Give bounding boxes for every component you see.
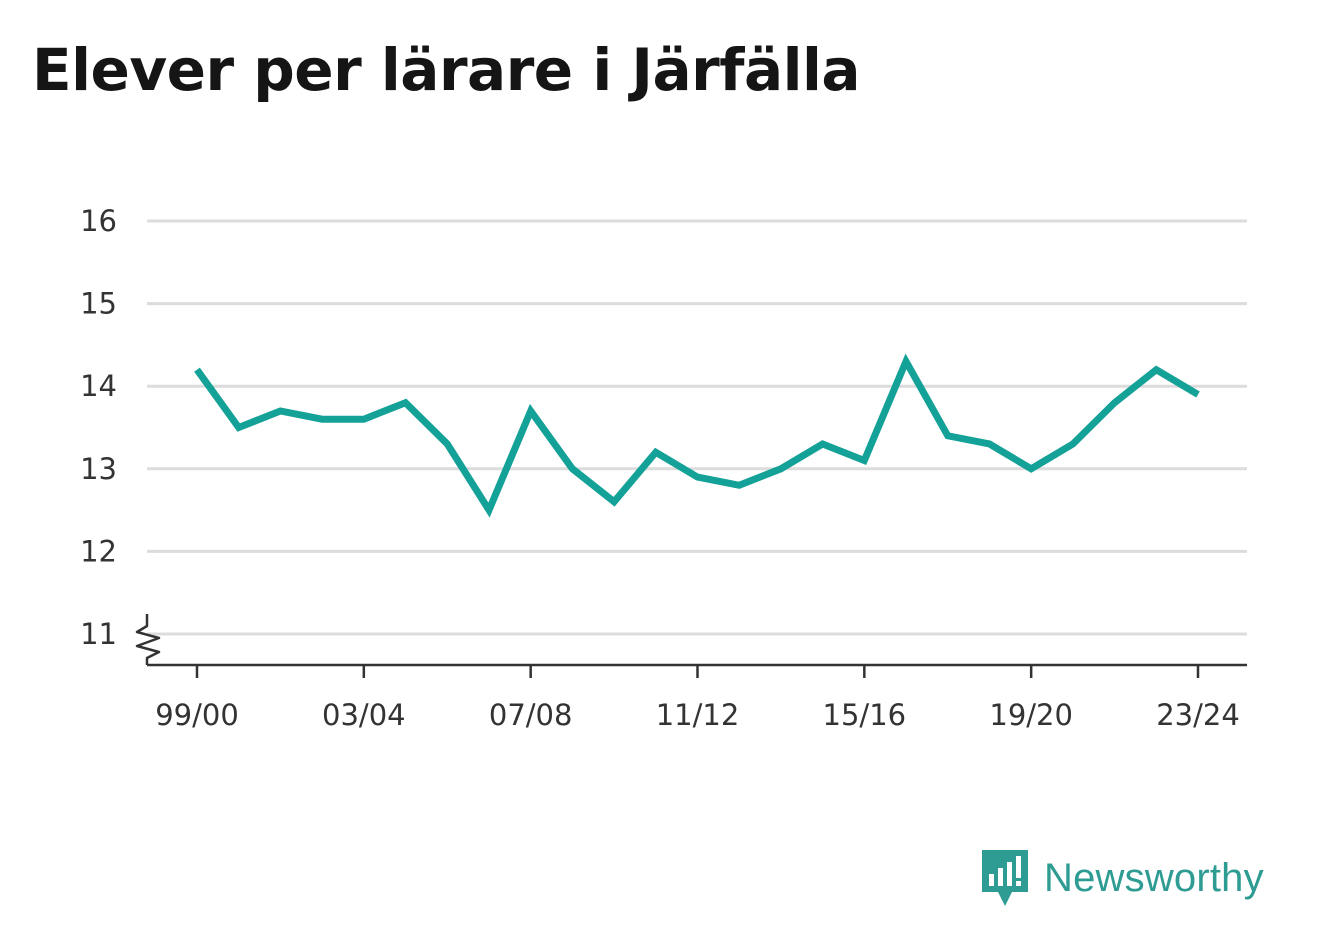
y-tick-label: 13 <box>80 452 117 486</box>
y-axis-ticks: 11 12 13 14 15 16 <box>80 204 117 651</box>
series-line <box>194 353 1200 518</box>
newsworthy-logo-icon <box>982 850 1028 906</box>
x-tick-label: 07/08 <box>489 698 573 732</box>
y-tick-label: 15 <box>80 287 117 321</box>
axis-break-icon <box>135 614 161 665</box>
axis-break-zigzag <box>135 614 161 665</box>
y-tick-label: 14 <box>80 369 117 403</box>
x-axis-ticks: 99/00 03/04 07/08 11/12 15/16 19/20 23/24 <box>155 665 1240 732</box>
y-tick-label: 11 <box>80 617 117 651</box>
gridlines <box>147 219 1247 636</box>
x-tick-label: 11/12 <box>656 698 740 732</box>
brand: Newsworthy <box>980 848 1264 908</box>
x-tick-label: 19/20 <box>989 698 1073 732</box>
x-tick-label: 99/00 <box>155 698 239 732</box>
x-tick-label: 15/16 <box>823 698 907 732</box>
chart-title: Elever per lärare i Järfälla <box>32 36 861 104</box>
x-tick-label: 03/04 <box>322 698 406 732</box>
brand-name: Newsworthy <box>1044 855 1264 900</box>
y-tick-label: 12 <box>80 534 117 568</box>
x-tick-label: 23/24 <box>1156 698 1240 732</box>
y-tick-label: 16 <box>80 204 117 238</box>
series-group <box>194 353 1200 518</box>
